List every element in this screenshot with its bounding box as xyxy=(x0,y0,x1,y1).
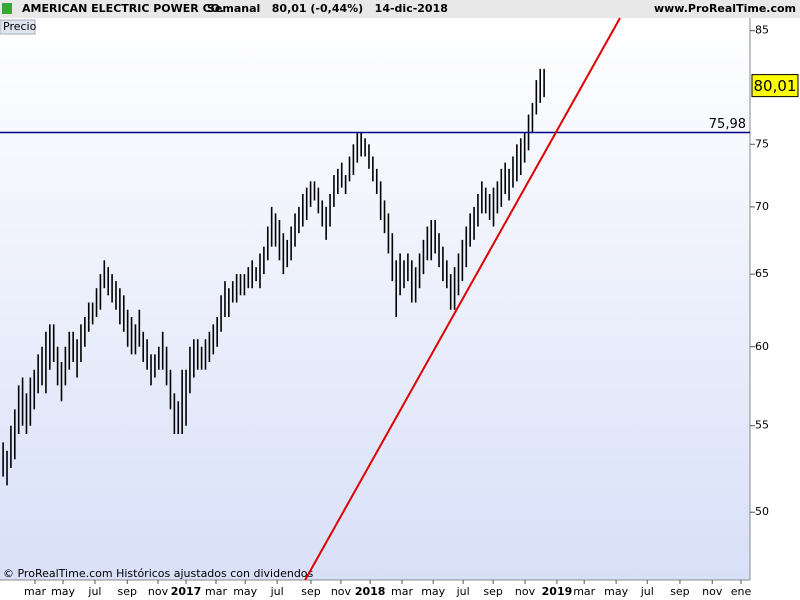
x-tick-label: may xyxy=(421,585,445,598)
x-tick-label: jul xyxy=(640,585,654,598)
chart-title: AMERICAN ELECTRIC POWER CO. xyxy=(22,2,224,15)
x-tick-label: may xyxy=(604,585,628,598)
x-tick-label: mar xyxy=(24,585,46,598)
icon xyxy=(2,3,12,14)
x-tick-label: sep xyxy=(118,585,137,598)
y-tick-label: 60 xyxy=(755,340,769,353)
panel-label-box xyxy=(0,19,36,35)
y-tick-label: 85 xyxy=(755,24,769,37)
x-tick-label: sep xyxy=(301,585,320,598)
y-tick-label: 50 xyxy=(755,505,769,518)
x-tick-label: jul xyxy=(87,585,101,598)
x-tick-label: 2018 xyxy=(355,585,386,598)
source: www.ProRealTime.com xyxy=(654,2,796,15)
x-tick-label: nov xyxy=(515,585,536,598)
y-tick-label: 75 xyxy=(755,137,769,150)
support-label: 75,98 xyxy=(709,117,746,132)
y-tick-label: 55 xyxy=(755,419,769,432)
x-tick-label: 2017 xyxy=(171,585,202,598)
x-tick-label: may xyxy=(233,585,257,598)
y-tick-label: 65 xyxy=(755,267,769,280)
x-tick-label: sep xyxy=(670,585,689,598)
last-price-box xyxy=(751,74,799,98)
x-tick-label: ene xyxy=(731,585,752,598)
trend-line xyxy=(304,17,621,581)
x-tick-label: jul xyxy=(270,585,284,598)
x-tick-label: jul xyxy=(456,585,470,598)
x-tick-label: nov xyxy=(331,585,352,598)
chart-subtitle: Semanal 80,01 (-0,44%) 14-dic-2018 xyxy=(207,2,448,15)
last-price-label: 80,01 xyxy=(754,77,797,95)
panel-label: Precio xyxy=(3,20,37,33)
x-tick-label: sep xyxy=(483,585,502,598)
footer: © ProRealTime.com Históricos ajustados c… xyxy=(3,567,314,580)
plot-area xyxy=(0,18,750,580)
x-tick-label: may xyxy=(51,585,75,598)
x-tick-label: mar xyxy=(205,585,227,598)
x-tick-label: mar xyxy=(573,585,595,598)
x-tick-label: nov xyxy=(702,585,723,598)
plot-clip xyxy=(0,0,750,18)
x-tick-label: nov xyxy=(148,585,169,598)
x-tick-label: 2019 xyxy=(542,585,573,598)
x-tick-label: mar xyxy=(391,585,413,598)
y-tick-label: 70 xyxy=(755,200,769,213)
